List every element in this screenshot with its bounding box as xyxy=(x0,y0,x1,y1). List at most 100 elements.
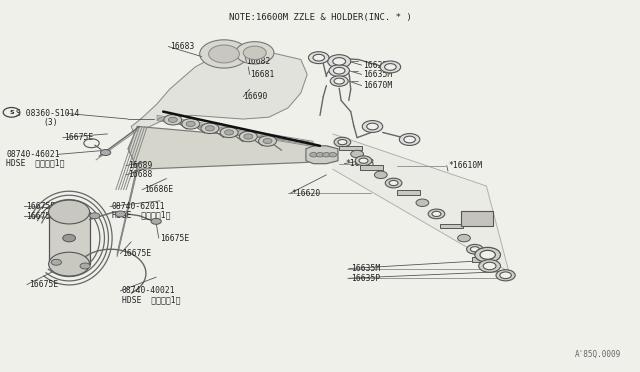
Circle shape xyxy=(80,263,90,269)
Text: 16681: 16681 xyxy=(250,70,274,79)
Text: HDSE  ホース（1）: HDSE ホース（1） xyxy=(122,295,180,304)
Text: A'85Q.0009: A'85Q.0009 xyxy=(575,350,621,359)
Polygon shape xyxy=(306,146,338,164)
Circle shape xyxy=(239,131,257,142)
Circle shape xyxy=(63,234,76,242)
Circle shape xyxy=(328,55,351,68)
Circle shape xyxy=(115,211,125,217)
Circle shape xyxy=(359,158,368,163)
Text: *16613: *16613 xyxy=(346,159,375,168)
Text: 16675E: 16675E xyxy=(26,202,55,211)
Polygon shape xyxy=(131,48,307,134)
Text: (3): (3) xyxy=(44,118,58,126)
Circle shape xyxy=(308,52,329,64)
Circle shape xyxy=(362,121,383,132)
Circle shape xyxy=(329,153,337,157)
Circle shape xyxy=(244,134,253,139)
Circle shape xyxy=(458,234,470,242)
Circle shape xyxy=(90,213,100,219)
Circle shape xyxy=(374,171,387,179)
Circle shape xyxy=(351,150,364,158)
Polygon shape xyxy=(333,134,509,272)
Circle shape xyxy=(310,153,317,157)
Circle shape xyxy=(201,123,219,134)
Circle shape xyxy=(338,140,347,145)
Circle shape xyxy=(164,115,182,125)
Circle shape xyxy=(399,134,420,145)
Bar xyxy=(360,165,383,170)
Text: 16675E: 16675E xyxy=(122,249,151,258)
Circle shape xyxy=(333,58,346,65)
Circle shape xyxy=(186,121,195,126)
Circle shape xyxy=(220,127,238,138)
Text: NOTE:16600M ZZLE & HOLDER(INC. * ): NOTE:16600M ZZLE & HOLDER(INC. * ) xyxy=(228,13,412,22)
Circle shape xyxy=(404,136,415,143)
Circle shape xyxy=(243,46,266,60)
Circle shape xyxy=(479,260,500,272)
Circle shape xyxy=(467,244,483,254)
Text: 16675E: 16675E xyxy=(29,280,58,289)
Circle shape xyxy=(330,76,348,86)
Circle shape xyxy=(470,247,479,252)
Circle shape xyxy=(483,262,496,270)
Text: 16688: 16688 xyxy=(128,170,152,179)
Circle shape xyxy=(323,153,330,157)
Circle shape xyxy=(263,138,272,144)
Circle shape xyxy=(385,64,396,70)
Circle shape xyxy=(209,45,239,63)
Bar xyxy=(49,212,90,264)
Circle shape xyxy=(367,123,378,130)
Circle shape xyxy=(151,218,161,224)
Circle shape xyxy=(313,54,324,61)
Circle shape xyxy=(385,178,402,188)
Circle shape xyxy=(432,211,441,217)
Text: 16675E: 16675E xyxy=(160,234,189,243)
Circle shape xyxy=(182,119,200,129)
Bar xyxy=(461,211,493,226)
Text: 16682: 16682 xyxy=(246,57,271,66)
Circle shape xyxy=(100,150,111,155)
Polygon shape xyxy=(128,126,326,169)
Text: 08740-62011: 08740-62011 xyxy=(112,202,166,211)
Circle shape xyxy=(334,78,344,84)
Text: 16686E: 16686E xyxy=(144,185,173,194)
Circle shape xyxy=(51,259,61,265)
Text: 16689: 16689 xyxy=(128,161,152,170)
Circle shape xyxy=(236,42,274,64)
Circle shape xyxy=(334,137,351,147)
Text: 16627: 16627 xyxy=(364,61,388,70)
Circle shape xyxy=(200,40,248,68)
Text: 08740-46021: 08740-46021 xyxy=(6,150,60,159)
Text: *16610M: *16610M xyxy=(448,161,482,170)
Bar xyxy=(339,146,362,150)
Circle shape xyxy=(380,61,401,73)
Bar xyxy=(397,190,420,195)
Circle shape xyxy=(168,117,177,122)
Circle shape xyxy=(49,252,90,276)
Circle shape xyxy=(496,270,515,281)
Circle shape xyxy=(480,250,495,259)
Text: 16675E: 16675E xyxy=(64,133,93,142)
Circle shape xyxy=(329,65,349,77)
Circle shape xyxy=(389,180,398,186)
Text: 16635M: 16635M xyxy=(364,70,393,79)
Bar xyxy=(472,257,495,262)
Text: HDSE  ホース（1）: HDSE ホース（1） xyxy=(112,211,170,219)
Circle shape xyxy=(205,126,214,131)
Text: 16635M: 16635M xyxy=(351,264,380,273)
Circle shape xyxy=(49,200,90,224)
Circle shape xyxy=(428,209,445,219)
Text: *16620: *16620 xyxy=(291,189,321,198)
Bar xyxy=(440,224,463,228)
Circle shape xyxy=(416,199,429,206)
Text: 16635P: 16635P xyxy=(351,274,380,283)
Text: 08740-40021: 08740-40021 xyxy=(122,286,175,295)
Circle shape xyxy=(500,272,511,279)
Text: S 08360-S1014: S 08360-S1014 xyxy=(16,109,79,118)
Text: HDSE  ホース（1）: HDSE ホース（1） xyxy=(6,158,65,167)
Circle shape xyxy=(475,247,500,262)
Circle shape xyxy=(355,156,372,166)
Text: 16675E: 16675E xyxy=(26,212,55,221)
Text: 16690: 16690 xyxy=(243,92,268,101)
Text: 16683: 16683 xyxy=(170,42,194,51)
